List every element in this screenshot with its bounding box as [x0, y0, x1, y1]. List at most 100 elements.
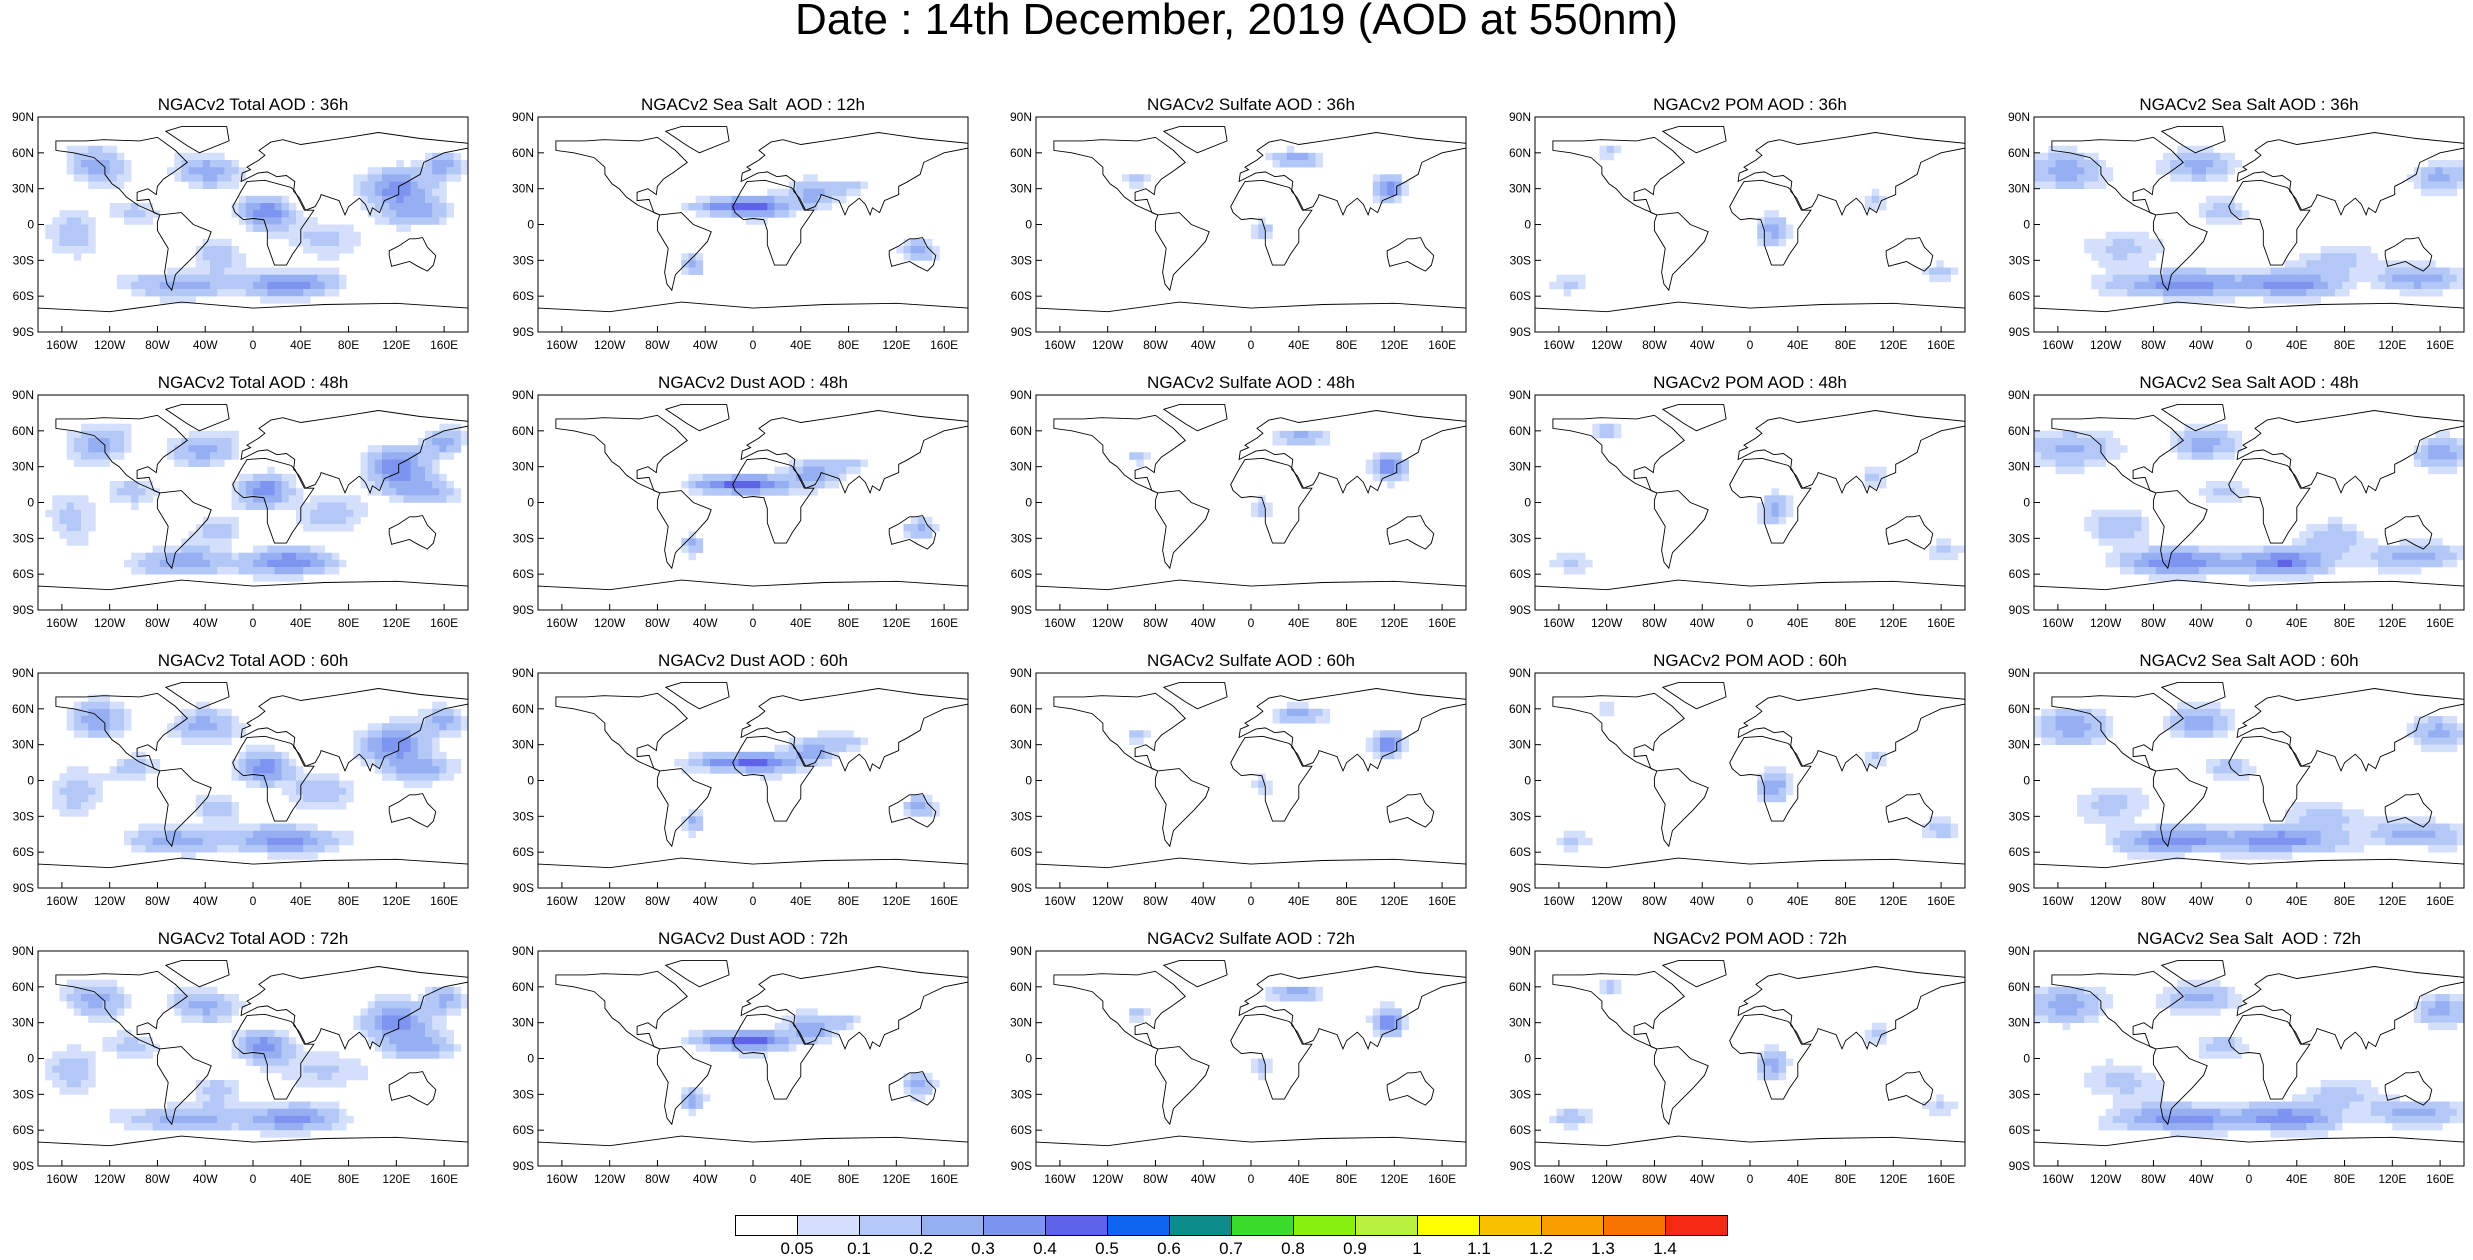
aod-cell [339, 238, 347, 247]
aod-cell [1301, 430, 1309, 439]
aod-cell [432, 1051, 440, 1059]
aod-cell [410, 1022, 419, 1031]
aod-cell [224, 538, 232, 546]
aod-cell [260, 281, 268, 290]
lat-tick-label: 30N [1010, 738, 1032, 752]
aod-cell [1322, 716, 1331, 724]
aod-cell [1563, 274, 1572, 283]
aod-cell [1936, 1094, 1944, 1102]
aod-cell [2299, 274, 2307, 283]
aod-cell [296, 296, 304, 304]
aod-cell [2134, 552, 2142, 561]
aod-cell [288, 830, 297, 839]
aod-cell [181, 737, 189, 745]
aod-cell [231, 253, 239, 261]
aod-cell [432, 160, 440, 168]
aod-cell [2148, 246, 2157, 254]
aod-cell [195, 830, 204, 839]
aod-cell [324, 274, 333, 283]
aod-cell [796, 1037, 804, 1045]
aod-cell [2421, 737, 2429, 745]
aod-cell [1380, 1029, 1388, 1038]
aod-cell [1771, 1065, 1779, 1074]
aod-cell [296, 509, 304, 518]
aod-cell [2335, 823, 2343, 831]
aod-cell [1570, 559, 1579, 568]
aod-cell [73, 979, 82, 988]
aod-cell [102, 730, 110, 738]
aod-cell [2198, 723, 2207, 731]
aod-cell [210, 531, 218, 539]
aod-cell [88, 445, 96, 453]
aod-cell [1785, 495, 1794, 503]
aod-cell [781, 210, 790, 218]
aod-cell [446, 723, 454, 731]
aod-cell [724, 1029, 732, 1038]
aod-cell [2449, 174, 2458, 182]
map-panel: NGACv2 Sea Salt AOD : 48h 90N 60N 30N 0 30S 60… [1996, 373, 2466, 630]
aod-cell [73, 787, 82, 796]
coastline [555, 970, 688, 1050]
aod-cell [781, 766, 790, 774]
aod-cell [52, 1051, 60, 1059]
aod-cell [1380, 195, 1388, 204]
aod-cell [2284, 816, 2293, 824]
aod-cell [2363, 538, 2372, 546]
aod-cell [803, 766, 811, 774]
aod-cell [202, 524, 211, 532]
lon-tick-label: 160E [2426, 894, 2454, 908]
aod-cell [2320, 267, 2329, 275]
aod-cell [2112, 837, 2121, 846]
aod-cell [1936, 260, 1944, 268]
aod-cell [2220, 217, 2228, 225]
aod-cell [2163, 823, 2171, 831]
aod-cell [2428, 830, 2436, 839]
aod-cell [310, 559, 318, 568]
aod-cell [231, 203, 239, 211]
aod-cell [846, 1015, 854, 1023]
aod-cell [760, 751, 768, 760]
aod-cell [317, 509, 325, 518]
coastline [388, 1071, 437, 1106]
aod-cell [2191, 837, 2200, 846]
aod-cell [1578, 837, 1586, 846]
aod-cell [124, 1001, 132, 1009]
aod-cell [2356, 830, 2364, 839]
aod-cell [2213, 723, 2221, 731]
aod-cell [389, 488, 397, 496]
aod-cell [253, 744, 261, 753]
aod-cell [2299, 559, 2307, 568]
aod-cell [2277, 823, 2286, 831]
aod-cell [2213, 195, 2221, 204]
aod-cell [174, 274, 182, 283]
aod-cell [346, 509, 354, 518]
aod-cell [403, 210, 411, 218]
aod-cell [695, 488, 704, 496]
aod-cell [2163, 716, 2171, 724]
aod-cell [145, 759, 153, 767]
coastline [1653, 490, 1709, 570]
lat-tick-label: 0 [527, 1052, 534, 1066]
aod-cell [59, 246, 67, 254]
aod-cell [288, 267, 297, 275]
aod-cell [1613, 145, 1622, 154]
aod-cell [2413, 816, 2422, 824]
aod-cell [1315, 438, 1323, 446]
coastline [740, 688, 969, 773]
aod-cell [2449, 452, 2458, 460]
aod-cell [138, 217, 146, 225]
aod-cell [1372, 1022, 1381, 1031]
aod-cell [2263, 552, 2271, 561]
aod-cell [2449, 830, 2458, 839]
coastline [1737, 410, 1966, 495]
aod-cell [253, 1101, 261, 1109]
aod-cell [2163, 167, 2171, 175]
aod-cell [745, 1051, 754, 1059]
aod-cell [1778, 231, 1787, 240]
aod-cell [2127, 524, 2135, 532]
aod-cell [2213, 267, 2221, 275]
lon-tick-label: 160E [930, 616, 958, 630]
aod-cell [324, 1065, 333, 1074]
aod-cell [425, 473, 433, 482]
